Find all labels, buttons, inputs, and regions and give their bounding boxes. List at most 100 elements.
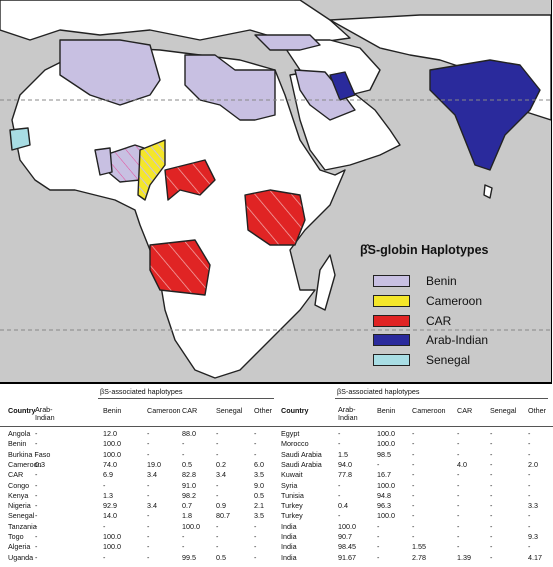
right-cell-r8-c2: 100.0: [377, 511, 395, 521]
right-cell-r4-c2: 16.7: [377, 470, 391, 480]
right-cell-r0-c4: -: [457, 429, 460, 438]
legend-item-car: CAR: [373, 314, 451, 328]
left-cell-r6-c0: Kenya: [8, 490, 29, 500]
right-cell-r12-c6: 4.17: [528, 552, 542, 562]
left-cell-r3-c0: Cameroon: [8, 459, 42, 469]
left-cell-r5-c2: -: [103, 480, 106, 490]
right-cell-r4-c5: -: [490, 470, 493, 480]
right-cell-r4-c1: 77.8: [338, 470, 352, 480]
right-cell-r3-c6: 2.0: [528, 459, 538, 469]
left-cell-r8-c4: 1.8: [182, 511, 192, 521]
right-cell-r5-c0: Syria: [281, 480, 298, 490]
right-cell-r11-c0: India: [281, 542, 297, 552]
right-cell-r11-c6: -: [528, 542, 531, 552]
left-cell-r8-c1: -: [35, 511, 38, 521]
left-cell-r1-c4: -: [182, 439, 185, 449]
right-cell-r10-c1: 90.7: [338, 532, 352, 541]
left-cell-r9-c4: 100.0: [182, 521, 200, 531]
right-cell-r11-c3: 1.55: [412, 542, 426, 552]
right-cell-r5-c6: -: [528, 480, 531, 490]
right-cell-r12-c0: India: [281, 552, 297, 562]
morocco-algeria-region: [59, 39, 161, 106]
left-cell-r10-c5: -: [216, 532, 219, 541]
right-header-benin: Benin: [377, 406, 396, 415]
right-cell-r12-c2: -: [377, 552, 380, 562]
right-cell-r12-c4: 1.39: [457, 552, 471, 562]
left-cell-r10-c4: -: [182, 532, 185, 541]
left-cell-r0-c0: Angola: [8, 429, 31, 438]
right-cell-r12-c3: 2.78: [412, 552, 426, 562]
left-cell-r9-c5: -: [216, 521, 219, 531]
left-cell-r12-c4: 99.5: [182, 552, 196, 562]
right-header-senegal: Senegal: [490, 406, 517, 415]
libya-egypt-region: [184, 54, 276, 121]
right-cell-r3-c5: -: [490, 459, 493, 469]
right-cell-r9-c2: -: [377, 521, 380, 531]
right-cell-r10-c6: 9.3: [528, 532, 538, 541]
right-cell-r3-c0: Saudi Arabia: [281, 459, 322, 469]
left-cell-r6-c1: -: [35, 490, 38, 500]
east-africa-region: [244, 189, 306, 246]
left-cell-r5-c5: -: [216, 480, 219, 490]
right-cell-r9-c3: -: [412, 521, 415, 531]
right-cell-r4-c0: Kuwait: [281, 470, 303, 480]
right-cell-r2-c3: -: [412, 449, 415, 459]
left-cell-r12-c6: -: [254, 552, 257, 562]
right-cell-r12-c1: 91.67: [338, 552, 356, 562]
left-group-title: βS-associated haplotypes: [100, 387, 183, 396]
right-cell-r0-c3: -: [412, 429, 415, 438]
left-cell-r11-c6: -: [254, 542, 257, 552]
right-cell-r9-c0: India: [281, 521, 297, 531]
left-cell-r2-c2: 100.0: [103, 449, 121, 459]
left-cell-r5-c4: 91.0: [182, 480, 196, 490]
left-cell-r9-c6: -: [254, 521, 257, 531]
legend-swatch-arab-indian: [373, 334, 410, 346]
left-cell-r6-c5: -: [216, 490, 219, 500]
left-cell-r12-c1: -: [35, 552, 38, 562]
left-cell-r7-c0: Nigeria: [8, 501, 31, 511]
left-cell-r11-c1: -: [35, 542, 38, 552]
left-cell-r10-c0: Togo: [8, 532, 24, 541]
madagascar-island-region: [314, 254, 336, 311]
right-cell-r9-c6: -: [528, 521, 531, 531]
right-cell-r1-c1: -: [338, 439, 341, 449]
right-cell-r8-c6: -: [528, 511, 531, 521]
right-cell-r1-c6: -: [528, 439, 531, 449]
senegal-region: [9, 127, 31, 151]
right-cell-r11-c2: -: [377, 542, 380, 552]
left-cell-r6-c6: 0.5: [254, 490, 264, 500]
legend-item-arab-indian: Arab-Indian: [373, 333, 488, 347]
right-cell-r0-c0: Egypt: [281, 429, 300, 438]
right-cell-r6-c6: -: [528, 490, 531, 500]
legend-item-benin: Benin: [373, 274, 457, 288]
right-cell-r1-c4: -: [457, 439, 460, 449]
right-cell-r6-c1: -: [338, 490, 341, 500]
left-cell-r10-c6: -: [254, 532, 257, 541]
left-cell-r6-c3: -: [147, 490, 150, 500]
right-cell-r4-c6: -: [528, 470, 531, 480]
left-cell-r8-c2: 14.0: [103, 511, 117, 521]
left-cell-r7-c6: 2.1: [254, 501, 264, 511]
right-cell-r0-c6: -: [528, 429, 531, 438]
left-cell-r0-c2: 12.0: [103, 429, 117, 438]
legend-label-cameroon: Cameroon: [426, 294, 483, 308]
right-cell-r9-c1: 100.0: [338, 521, 356, 531]
right-cell-r11-c4: -: [457, 542, 460, 552]
left-cell-r9-c2: -: [103, 521, 106, 531]
arabia-benin-region: [294, 69, 356, 121]
right-cell-r10-c4: -: [457, 532, 460, 541]
left-cell-r1-c5: -: [216, 439, 219, 449]
right-cell-r5-c3: -: [412, 480, 415, 490]
left-cell-r5-c6: 9.0: [254, 480, 264, 490]
left-cell-r3-c1: 0.3: [35, 459, 45, 469]
left-cell-r3-c4: 0.5: [182, 459, 192, 469]
left-cell-r3-c6: 6.0: [254, 459, 264, 469]
left-cell-r7-c3: 3.4: [147, 501, 157, 511]
left-cell-r10-c3: -: [147, 532, 150, 541]
benin-togo-region: [94, 147, 113, 176]
right-cell-r7-c1: 0.4: [338, 501, 348, 511]
left-cell-r11-c3: -: [147, 542, 150, 552]
left-cell-r2-c5: -: [216, 449, 219, 459]
right-cell-r2-c0: Saudi Arabia: [281, 449, 322, 459]
left-header-car: CAR: [182, 406, 198, 415]
